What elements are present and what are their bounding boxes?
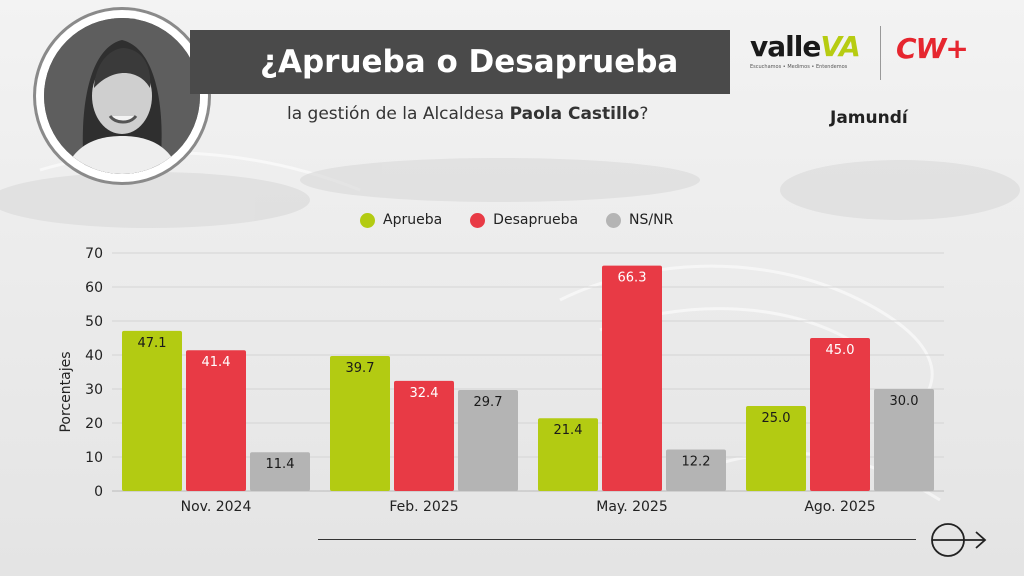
location-label: Jamundí bbox=[830, 108, 908, 128]
page-title: ¿Aprueba o Desaprueba bbox=[260, 44, 679, 80]
y-tick-label: 0 bbox=[94, 484, 103, 500]
legend-label-nsnr: NS/NR bbox=[629, 212, 674, 228]
data-label-desaprueba: 45.0 bbox=[826, 343, 855, 358]
data-label-aprueba: 21.4 bbox=[554, 423, 583, 438]
arrow-right-circle-icon[interactable] bbox=[928, 522, 988, 558]
x-tick-label: Nov. 2024 bbox=[181, 499, 252, 515]
data-label-nsnr: 30.0 bbox=[890, 394, 919, 409]
data-label-desaprueba: 32.4 bbox=[410, 386, 439, 401]
logo-divider bbox=[880, 26, 881, 80]
y-tick-label: 30 bbox=[85, 382, 103, 398]
bar-nsnr bbox=[666, 449, 726, 491]
bar-nsnr bbox=[874, 389, 934, 491]
cw-plus-logo: CW+ bbox=[896, 32, 969, 65]
bar-desaprueba bbox=[394, 380, 454, 491]
valleva-logo-va: VA bbox=[820, 30, 860, 63]
y-axis-label: Porcentajes bbox=[58, 351, 74, 432]
data-label-desaprueba: 66.3 bbox=[618, 271, 647, 286]
y-tick-label: 40 bbox=[85, 348, 103, 364]
data-label-nsnr: 29.7 bbox=[474, 395, 503, 410]
data-label-aprueba: 47.1 bbox=[138, 336, 167, 351]
chart-legend: Aprueba Desaprueba NS/NR bbox=[360, 212, 673, 228]
x-tick-label: Feb. 2025 bbox=[389, 499, 458, 515]
y-tick-label: 10 bbox=[85, 450, 103, 466]
bar-aprueba bbox=[746, 406, 806, 491]
legend-swatch-desaprueba bbox=[470, 212, 486, 228]
valleva-logo: valleVA Escuchamos • Medimos • Entendemo… bbox=[750, 30, 870, 82]
subtitle-mayor-name: Paola Castillo bbox=[509, 104, 640, 124]
page-subtitle: la gestión de la Alcaldesa Paola Castill… bbox=[287, 104, 648, 124]
person-photo-icon bbox=[44, 18, 200, 174]
data-label-nsnr: 12.2 bbox=[682, 455, 711, 470]
x-tick-label: May. 2025 bbox=[596, 499, 667, 515]
legend-item-nsnr: NS/NR bbox=[606, 212, 673, 228]
footer-divider bbox=[318, 539, 916, 540]
legend-item-desaprueba: Desaprueba bbox=[470, 212, 578, 228]
title-bar: ¿Aprueba o Desaprueba bbox=[190, 30, 730, 94]
bar-nsnr bbox=[250, 452, 310, 491]
data-label-aprueba: 25.0 bbox=[762, 411, 791, 426]
legend-label-desaprueba: Desaprueba bbox=[493, 212, 579, 228]
x-tick-label: Ago. 2025 bbox=[804, 499, 875, 515]
y-tick-label: 60 bbox=[85, 280, 103, 296]
bar-aprueba bbox=[330, 356, 390, 491]
bar-desaprueba bbox=[602, 265, 662, 491]
bar-aprueba bbox=[538, 418, 598, 491]
bar-desaprueba bbox=[186, 350, 246, 491]
legend-label-aprueba: Aprueba bbox=[383, 212, 443, 228]
avatar bbox=[44, 18, 200, 174]
legend-swatch-aprueba bbox=[360, 212, 375, 228]
bar-aprueba bbox=[122, 330, 182, 491]
y-tick-label: 50 bbox=[85, 314, 103, 330]
valleva-logo-name: valle bbox=[750, 30, 821, 63]
bar-nsnr bbox=[458, 390, 518, 491]
avatar-frame bbox=[36, 10, 208, 182]
y-tick-label: 20 bbox=[85, 416, 103, 432]
valleva-logo-tagline: Escuchamos • Medimos • Entendemos bbox=[750, 64, 848, 70]
data-label-desaprueba: 41.4 bbox=[202, 355, 231, 370]
data-label-nsnr: 11.4 bbox=[266, 457, 295, 472]
bar-desaprueba bbox=[810, 338, 870, 491]
subtitle-question-mark: ? bbox=[639, 104, 649, 124]
legend-swatch-nsnr bbox=[606, 212, 622, 228]
y-tick-label: 70 bbox=[85, 246, 103, 262]
data-label-aprueba: 39.7 bbox=[346, 361, 375, 376]
subtitle-text: la gestión de la Alcaldesa bbox=[287, 104, 510, 124]
legend-item-aprueba: Aprueba bbox=[360, 212, 442, 228]
